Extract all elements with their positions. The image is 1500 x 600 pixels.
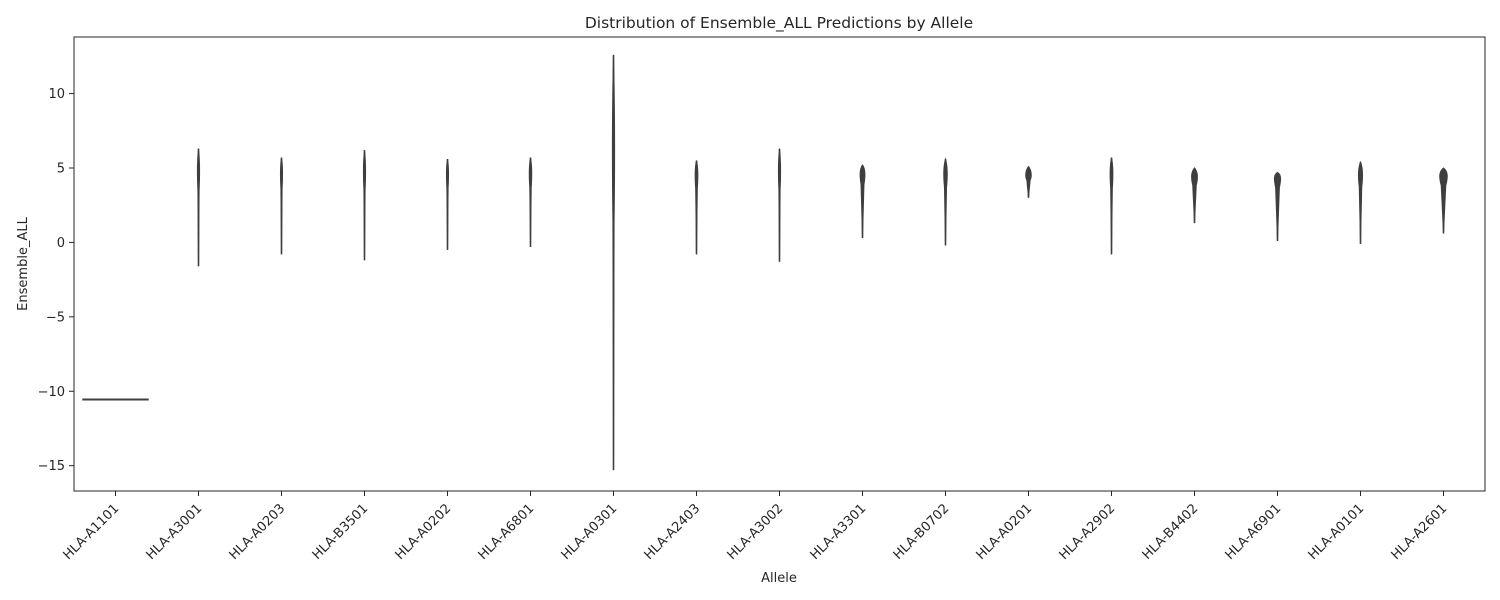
plot-frame [73,36,1486,492]
x-tick-label: HLA-B0702 [891,501,953,563]
x-tick-label: HLA-A1101 [61,501,123,563]
x-tick-label: HLA-A0203 [227,501,289,563]
x-tick-label: HLA-A3301 [808,501,870,563]
x-tick-label: HLA-A2902 [1057,501,1119,563]
x-tick-label: HLA-A3001 [144,501,206,563]
plot-area: −15 −10 −5 0 5 10 HLA-A1101 HLA-A3001 HLA-A0203 H… [38,54,1451,563]
y-tick-label: 10 [48,87,65,102]
y-tick-label: −5 [46,310,65,325]
y-tick-label: −15 [38,459,65,474]
x-tick-label: HLA-A0202 [393,501,455,563]
x-tick-label: HLA-A2403 [642,501,704,563]
x-tick-label: HLA-A0101 [1306,501,1368,563]
chart-title: Distribution of Ensemble_ALL Predictions… [585,14,973,33]
x-tick-label: HLA-A3002 [725,501,787,563]
x-tick-label: HLA-B3501 [310,501,372,563]
x-tick-label: HLA-A0301 [559,501,621,563]
y-tick-label: 5 [57,161,65,176]
x-tick-label: HLA-A6901 [1223,501,1285,563]
y-tick-label: 0 [57,236,65,251]
x-tick-label: HLA-B4402 [1140,501,1202,563]
x-tick-label: HLA-A6801 [476,501,538,563]
x-tick-label: HLA-A2601 [1389,501,1451,563]
y-axis-title: Ensemble_ALL [16,216,31,310]
x-axis-title: Allele [761,571,797,586]
x-tick-label: HLA-A0201 [974,501,1036,563]
y-tick-label: −10 [38,385,65,400]
